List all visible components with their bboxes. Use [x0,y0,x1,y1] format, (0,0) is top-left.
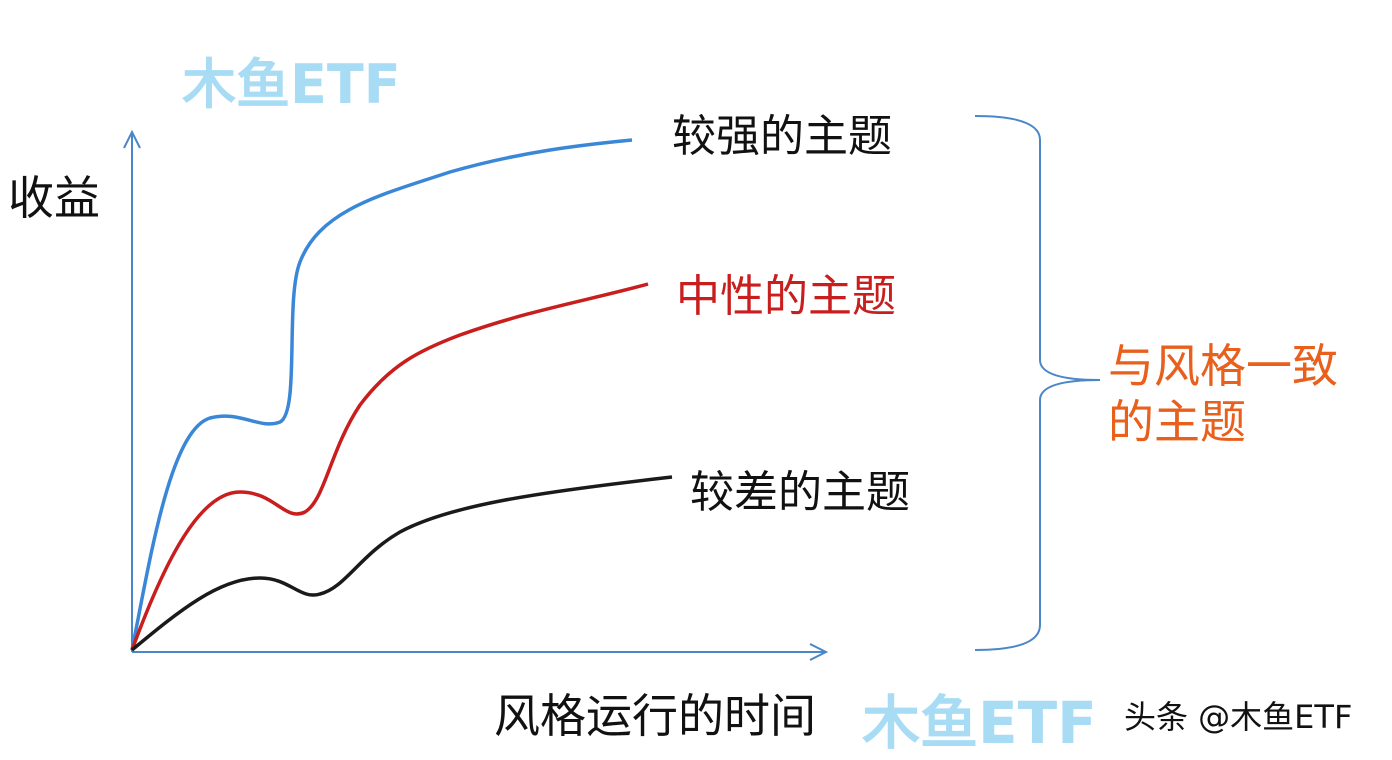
watermark-bottom: 木鱼ETF [862,689,1097,757]
bracket [974,115,1101,651]
credit-text: 头条 @木鱼ETF [1124,698,1353,736]
neutral-theme-curve [130,282,649,651]
x-axis [132,643,829,661]
strong-theme-curve [130,138,633,651]
y-axis [123,129,141,652]
strong-theme-label: 较强的主题 [672,111,892,162]
bracket-label-line2: 的主题 [1108,395,1246,449]
x-axis-label: 风格运行的时间 [494,689,816,743]
weak-theme-label: 较差的主题 [690,467,910,518]
neutral-theme-label: 中性的主题 [676,271,896,322]
y-axis-label: 收益 [8,171,100,225]
watermark-top: 木鱼ETF [182,53,401,116]
weak-theme-curve [130,475,673,652]
bracket-label-line1: 与风格一致 [1108,339,1338,393]
